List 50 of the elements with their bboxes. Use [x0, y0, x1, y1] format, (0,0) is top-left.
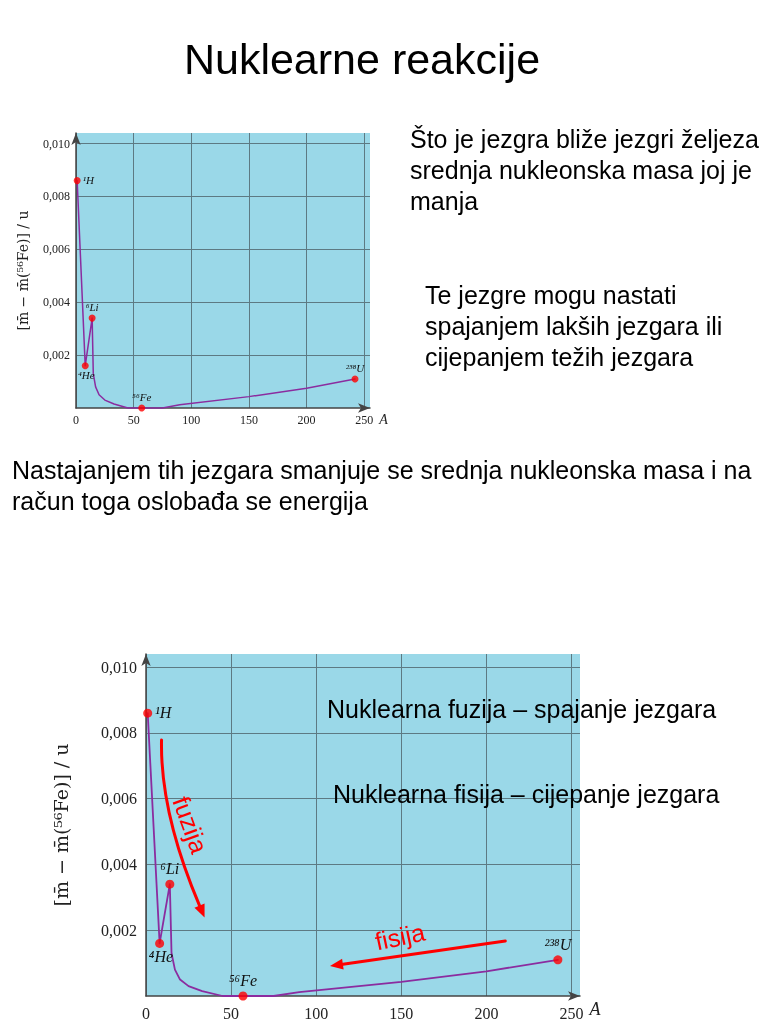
x-tick-label: 50 [223, 1004, 240, 1022]
y-axis-title: [m̄ − m̄(⁵⁶Fe)] / u [49, 743, 72, 907]
x-tick-label: 200 [297, 413, 316, 427]
point [81, 362, 89, 370]
x-tick-label: 100 [182, 413, 201, 427]
annotation: fuzija [166, 792, 215, 858]
point [138, 404, 146, 412]
x-tick-label: 250 [559, 1004, 584, 1022]
annotation: fisija [372, 916, 428, 958]
annotation: ⁴He [148, 948, 174, 966]
point [155, 938, 165, 948]
y-tick-label: 0,004 [101, 855, 137, 873]
x-tick-label: 100 [304, 1004, 329, 1022]
text: Te jezgre mogu nastati spajanjem lakših jezgara ili cijepanjem težih jezgara [425, 280, 724, 373]
point [73, 177, 81, 185]
x-tick-label: 200 [474, 1004, 499, 1022]
text: Nastajanjem tih jezgara smanjuje se srednja nukleonska masa i na račun toga oslobađa se energija [12, 455, 753, 517]
x-axis-title: A [588, 999, 602, 1019]
y-tick-label: 0,002 [43, 348, 70, 363]
annotation: ²³⁸U [544, 936, 573, 954]
x-tick-label: 250 [355, 413, 374, 427]
x-tick-label: 50 [127, 413, 140, 427]
chart-title: Nuklearne reakcije [182, 35, 542, 83]
point [238, 991, 248, 1001]
point [165, 879, 175, 889]
point [88, 314, 96, 322]
annotation: ⁶Li [160, 860, 180, 878]
x-tick-label: 150 [389, 1004, 414, 1022]
annotation: ¹H [154, 703, 173, 721]
annotation: ¹H [82, 173, 96, 186]
y-tick-label: 0,004 [43, 295, 70, 310]
y-tick-label: 0,006 [101, 790, 137, 808]
y-tick-label: 0,010 [43, 136, 70, 151]
annotation: ⁶Li [85, 301, 99, 313]
x-tick-label: 0 [73, 413, 79, 427]
annotation: ⁵⁶Fe [229, 972, 258, 990]
annotation: ⁵⁶Fe [132, 390, 152, 403]
x-tick-label: 0 [142, 1004, 150, 1022]
y-tick-label: 0,006 [43, 242, 70, 257]
text: Što je jezgra bliže jezgri željeza srednja nukleonska masa joj je manja [410, 124, 760, 217]
x-axis-title: A [378, 411, 389, 427]
y-tick-label: 0,008 [43, 189, 70, 204]
y-tick-label: 0,002 [101, 921, 137, 939]
annotation: ²³⁸U [345, 361, 366, 374]
y-tick-label: 0,010 [101, 658, 137, 676]
point [143, 708, 153, 718]
y-axis-title: [m̄ − m̄(⁵⁶Fe)] / u [15, 210, 31, 331]
x-tick-label: 150 [239, 413, 258, 427]
point [553, 955, 563, 965]
y-tick-label: 0,008 [101, 724, 137, 742]
